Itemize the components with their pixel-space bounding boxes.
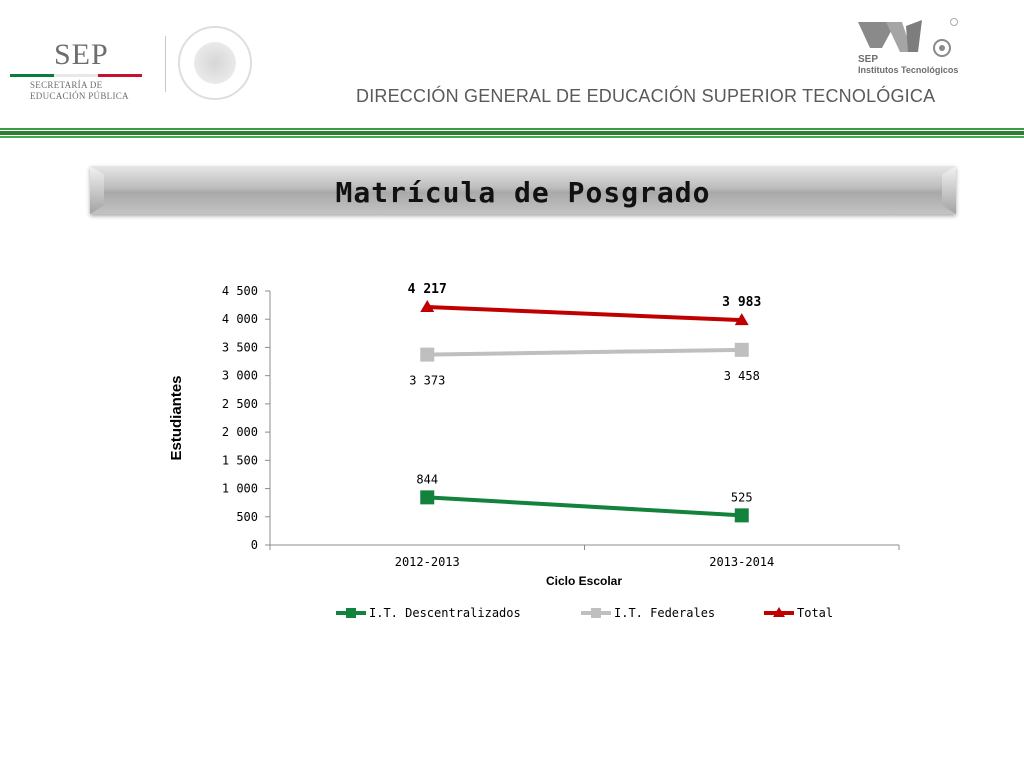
legend-swatch-marker (346, 608, 356, 618)
national-seal-icon (178, 26, 252, 100)
y-tick-label: 4 500 (222, 284, 258, 298)
header-title: DIRECCIÓN GENERAL DE EDUCACIÓN SUPERIOR … (356, 86, 936, 106)
x-axis: 2012-2013 2013-2014 (269, 544, 900, 569)
data-point (420, 299, 435, 312)
data-point (734, 313, 749, 326)
legend-label: I.T. Federales (614, 606, 715, 620)
sep-sub-line1: SECRETARÍA DE (30, 80, 103, 90)
legend-label: I.T. Descentralizados (369, 606, 521, 620)
y-tick-label: 500 (236, 510, 258, 524)
y-tick-label: 3 500 (222, 340, 258, 354)
series-total: 4 217 3 983 (408, 282, 761, 326)
data-label: 525 (731, 490, 753, 504)
data-label: 4 217 (408, 282, 447, 297)
it-logo-name: Institutos Tecnológicos (858, 65, 959, 75)
flag-stripe (10, 74, 142, 77)
y-axis-label: Estudiantes (168, 375, 185, 460)
series-line (427, 495, 742, 518)
slide-title: Matrícula de Posgrado (335, 176, 711, 209)
y-tick-label: 1 000 (222, 482, 258, 496)
x-tick-label: 2013-2014 (709, 555, 774, 569)
data-point (734, 342, 749, 357)
sep-logo: SEP SECRETARÍA DE EDUCACIÓN PÚBLICA (10, 38, 150, 102)
data-point (734, 508, 749, 523)
it-logo-sep: SEP (858, 54, 879, 65)
data-label: 3 458 (724, 369, 760, 383)
data-label: 3 373 (409, 374, 445, 388)
sep-sub-line2: EDUCACIÓN PÚBLICA (30, 91, 129, 101)
legend-item: I.T. Descentralizados (336, 606, 521, 620)
legend-swatch-marker (773, 607, 785, 617)
y-tick-label: 4 000 (222, 312, 258, 326)
slide-title-bar: Matrícula de Posgrado (90, 166, 956, 214)
series-line (427, 304, 742, 323)
y-axis: 0 500 1 000 1 500 2 000 2 500 3 000 3 500 4 000 4… (222, 284, 271, 552)
y-tick-label: 3 000 (222, 369, 258, 383)
it-emblem-icon (858, 18, 958, 57)
legend-swatch-marker (591, 608, 601, 618)
series-line (427, 347, 742, 357)
x-axis-label: Ciclo Escolar (546, 574, 622, 588)
data-point (420, 347, 435, 362)
green-divider-band (0, 128, 1024, 140)
y-tick-label: 2 000 (222, 425, 258, 439)
flag-stripe-red (98, 74, 142, 77)
data-label: 844 (416, 472, 438, 486)
chart-legend: I.T. Descentralizados I.T. Federales Total (336, 606, 833, 620)
slide-header: SEP SECRETARÍA DE EDUCACIÓN PÚBLICA SEP … (0, 0, 1024, 130)
series-layer: 844 525 3 373 3 458 4 217 3 983 (408, 282, 761, 523)
flag-stripe-white (54, 74, 98, 77)
institutos-tecnologicos-logo: SEP Institutos Tecnológicos (856, 18, 966, 78)
flag-stripe-green (10, 74, 54, 77)
logo-divider (165, 36, 166, 92)
data-label: 3 983 (722, 295, 761, 310)
series-i-t-descentralizados: 844 525 (416, 472, 753, 523)
y-tick-label: 1 500 (222, 453, 258, 467)
sep-logo-subtitle: SECRETARÍA DE EDUCACIÓN PÚBLICA (30, 80, 129, 102)
x-tick-label: 2012-2013 (395, 555, 460, 569)
series-i-t-federales: 3 373 3 458 (409, 342, 760, 388)
sep-logo-word: SEP (54, 38, 109, 71)
y-tick-label: 2 500 (222, 397, 258, 411)
legend-item: I.T. Federales (581, 606, 715, 620)
seal-eagle (194, 42, 236, 84)
data-point (420, 490, 435, 505)
legend-label: Total (797, 606, 833, 620)
legend-item: Total (764, 606, 833, 620)
y-tick-label: 0 (251, 538, 258, 552)
